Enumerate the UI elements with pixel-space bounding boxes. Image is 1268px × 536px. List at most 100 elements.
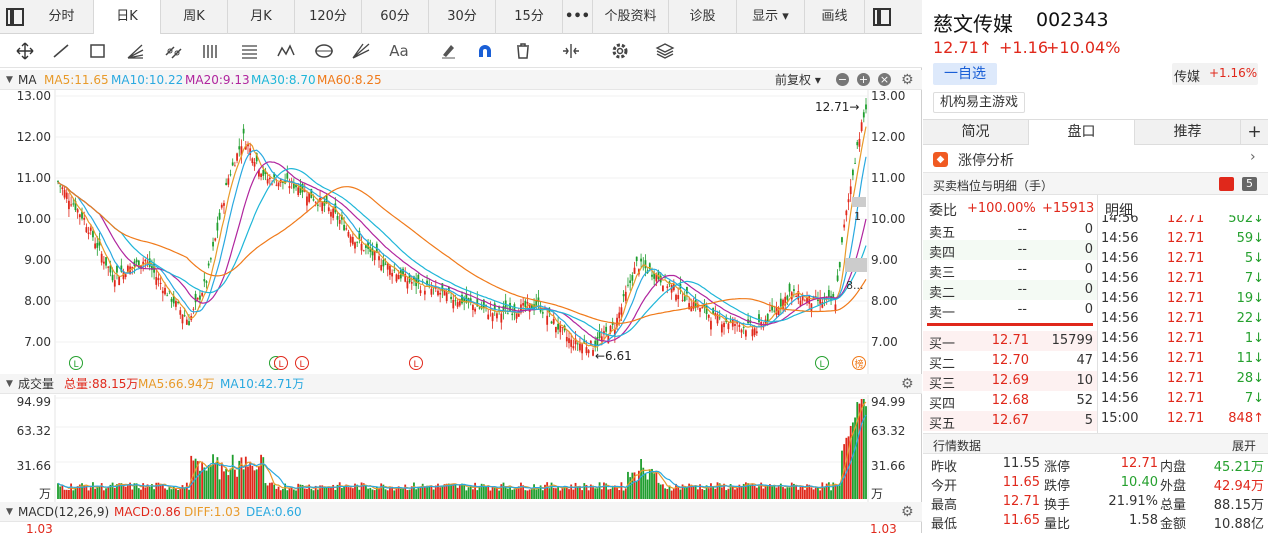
- tab-60min[interactable]: 60分: [362, 0, 429, 34]
- candle-body: [583, 339, 586, 344]
- tab-recommend[interactable]: 推荐: [1135, 120, 1241, 145]
- volume-bar: [439, 487, 442, 499]
- tab-daily-k[interactable]: 日K: [94, 0, 161, 34]
- more-tabs-button[interactable]: •••: [563, 0, 593, 34]
- tick-price: 12.71: [1167, 411, 1205, 426]
- volume-bar: [129, 482, 131, 499]
- panel-toggle-icon[interactable]: [865, 0, 898, 34]
- tab-order-book[interactable]: 盘口: [1029, 120, 1135, 145]
- tab-diagnose[interactable]: 诊股: [669, 0, 737, 34]
- volume-bar: [526, 490, 529, 499]
- volume-bar: [517, 486, 520, 499]
- volume-bar: [273, 484, 276, 499]
- volume-bar: [657, 482, 660, 499]
- candle-body: [354, 242, 356, 249]
- bid-row[interactable]: 买四 12.68 52: [923, 391, 1097, 412]
- move-cross-icon[interactable]: [14, 41, 36, 61]
- fan-tool-icon[interactable]: [124, 41, 146, 61]
- compress-icon[interactable]: [560, 41, 582, 61]
- event-marker[interactable]: [852, 356, 866, 370]
- add-tab-button[interactable]: +: [1247, 122, 1262, 142]
- ask-row[interactable]: 卖二 -- 0: [923, 280, 1097, 301]
- volume-bar: [89, 487, 92, 499]
- candle-body: [613, 329, 616, 336]
- zoom-out-icon[interactable]: −: [836, 73, 849, 86]
- price-axis-right-label: 10.00: [871, 212, 905, 226]
- sector-badge[interactable]: 传媒 +1.16%: [1172, 63, 1258, 85]
- candle-body: [701, 307, 704, 309]
- add-watchlist-button[interactable]: 一自选: [933, 63, 997, 85]
- tab-120min[interactable]: 120分: [295, 0, 362, 34]
- candle-body: [644, 260, 647, 269]
- settings-icon[interactable]: [609, 41, 631, 61]
- layers-icon[interactable]: [654, 41, 676, 61]
- rect-tool-icon[interactable]: [87, 41, 109, 61]
- candle-body: [795, 296, 798, 297]
- ma10-line: [57, 149, 867, 347]
- draw-line-button[interactable]: 画线: [805, 0, 865, 34]
- tab-monthly-k[interactable]: 月K: [228, 0, 295, 34]
- price-axis-right-label: 9.00: [871, 253, 898, 267]
- candle-body: [384, 263, 387, 265]
- event-marker[interactable]: [295, 356, 309, 370]
- volume-bar: [362, 483, 365, 499]
- volume-bar: [201, 461, 204, 499]
- bid-row[interactable]: 买三 12.69 10: [923, 371, 1097, 392]
- volume-axis-left-label: 94.99: [17, 395, 51, 409]
- line-tool-icon[interactable]: [50, 41, 72, 61]
- zoom-in-icon[interactable]: +: [857, 73, 870, 86]
- volume-bar: [373, 490, 376, 499]
- tab-stock-info[interactable]: 个股资料: [593, 0, 669, 34]
- candle-body: [832, 294, 835, 299]
- fib-tool-icon[interactable]: [238, 41, 260, 61]
- gann-tool-icon[interactable]: [350, 41, 372, 61]
- tab-fenshi[interactable]: 分时: [30, 0, 94, 34]
- close-pane-icon[interactable]: ×: [878, 73, 891, 86]
- display-dropdown[interactable]: 显示 ▾: [737, 0, 805, 34]
- tab-30min[interactable]: 30分: [429, 0, 496, 34]
- wave-tool-icon[interactable]: [276, 41, 298, 61]
- concept-tag[interactable]: 机构易主游戏: [933, 92, 1026, 113]
- bid-row[interactable]: 买五 12.67 5: [923, 411, 1097, 432]
- ask-row[interactable]: 卖四 -- 0: [923, 240, 1097, 261]
- depth-level-badge[interactable]: 5: [1242, 177, 1257, 191]
- event-marker[interactable]: [274, 356, 288, 370]
- volume-bar: [153, 489, 155, 499]
- candle-body: [707, 314, 710, 318]
- level-price: 12.68: [991, 393, 1029, 408]
- depth-mode-icon[interactable]: [1219, 177, 1234, 191]
- tab-profile[interactable]: 简况: [923, 120, 1029, 145]
- level-price: 12.70: [991, 353, 1029, 368]
- ask-row[interactable]: 卖三 -- 0: [923, 260, 1097, 281]
- eraser-icon[interactable]: [437, 41, 459, 61]
- ellipse-tool-icon[interactable]: [313, 41, 335, 61]
- volume-settings-icon[interactable]: ⚙: [901, 376, 914, 392]
- candle-body: [731, 319, 734, 327]
- ask-row[interactable]: 卖一 -- 0: [923, 300, 1097, 321]
- channel-tool-icon[interactable]: [163, 41, 185, 61]
- event-marker[interactable]: [409, 356, 423, 370]
- candle-body: [301, 183, 304, 193]
- quote-row: 最高 12.71 换手 21.91% 总量 88.15万: [923, 493, 1268, 513]
- tick-detail-list[interactable]: 14:56 12.71 502↓ 14:56 12.71 59↓ 14:56 12.71 5↓ 1…: [1097, 215, 1268, 433]
- candle-body: [137, 260, 140, 268]
- ask-row[interactable]: 卖五 -- 0: [923, 220, 1097, 241]
- event-marker[interactable]: [69, 356, 83, 370]
- bid-row[interactable]: 买二 12.70 47: [923, 351, 1097, 372]
- event-marker[interactable]: [815, 356, 829, 370]
- trash-icon[interactable]: [512, 41, 534, 61]
- expand-button[interactable]: 展开: [1232, 439, 1257, 453]
- bid-row[interactable]: 买一 12.71 15799: [923, 331, 1097, 352]
- text-tool-icon[interactable]: Aa: [389, 42, 409, 60]
- tab-weekly-k[interactable]: 周K: [161, 0, 228, 34]
- sidebar-toggle-icon[interactable]: [0, 0, 30, 34]
- limit-analysis-row[interactable]: ◆ 涨停分析 ›: [923, 146, 1268, 173]
- ma-settings-icon[interactable]: ⚙: [901, 72, 914, 88]
- magnet-icon[interactable]: [474, 41, 496, 61]
- macd-settings-icon[interactable]: ⚙: [901, 504, 914, 520]
- tab-15min[interactable]: 15分: [496, 0, 563, 34]
- quote-panel: 慈文传媒 002343 12.71↑ +1.16 +10.04% 一自选 传媒 …: [923, 0, 1268, 533]
- candle-body: [179, 310, 182, 315]
- period-line-icon[interactable]: [200, 41, 222, 61]
- adjust-dropdown[interactable]: 前复权 ▾: [775, 73, 821, 87]
